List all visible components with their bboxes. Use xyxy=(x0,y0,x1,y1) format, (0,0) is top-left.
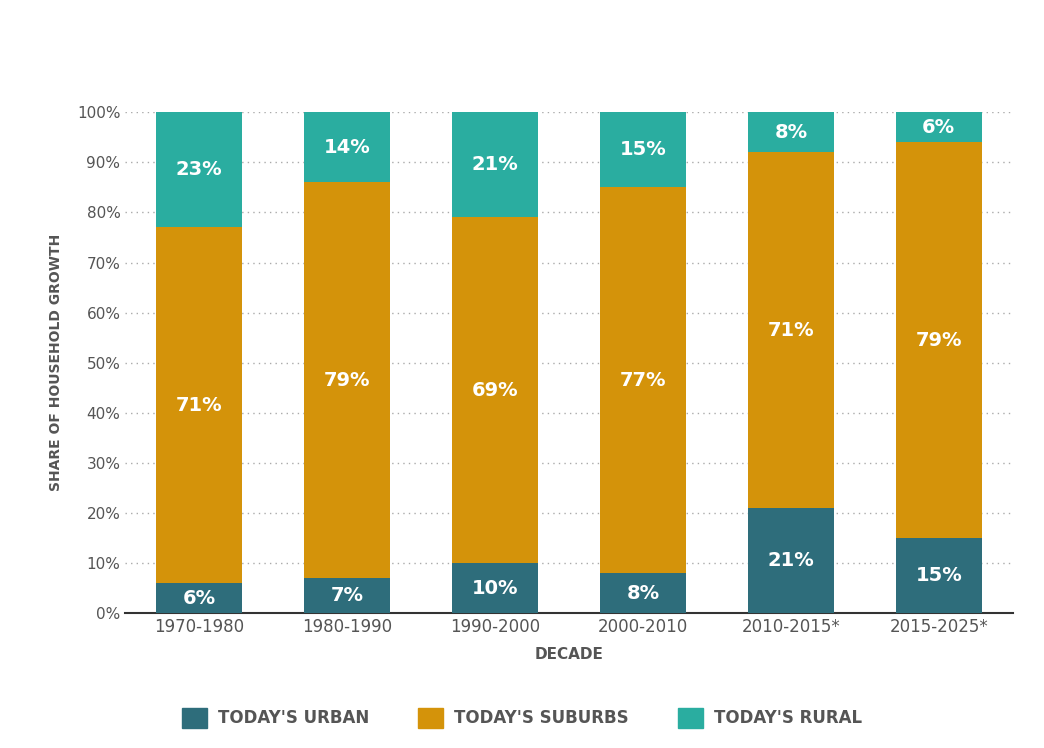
Bar xyxy=(452,112,538,218)
Bar xyxy=(157,583,242,613)
Bar xyxy=(600,573,686,613)
Text: Share of Household Growth by Decade: Share of Household Growth by Decade xyxy=(191,31,853,59)
Text: 71%: 71% xyxy=(176,396,222,415)
Bar xyxy=(896,112,981,142)
Bar xyxy=(896,539,981,613)
Text: 79%: 79% xyxy=(916,331,962,350)
Bar xyxy=(304,183,390,578)
Bar xyxy=(452,218,538,563)
Bar xyxy=(157,112,242,227)
Text: 69%: 69% xyxy=(472,381,518,400)
Text: 71%: 71% xyxy=(767,321,814,340)
Text: 15%: 15% xyxy=(619,141,666,159)
Text: 6%: 6% xyxy=(922,117,955,137)
Text: 79%: 79% xyxy=(324,371,371,390)
Bar xyxy=(748,508,834,613)
Legend: TODAY'S URBAN, TODAY'S SUBURBS, TODAY'S RURAL: TODAY'S URBAN, TODAY'S SUBURBS, TODAY'S … xyxy=(176,703,868,734)
Text: 10%: 10% xyxy=(472,579,518,598)
Text: 6%: 6% xyxy=(183,589,216,608)
Bar xyxy=(304,578,390,613)
Text: 21%: 21% xyxy=(472,156,519,174)
Y-axis label: SHARE OF HOUSEHOLD GROWTH: SHARE OF HOUSEHOLD GROWTH xyxy=(49,234,63,491)
Bar xyxy=(748,153,834,508)
Text: 14%: 14% xyxy=(324,138,371,157)
Text: 8%: 8% xyxy=(775,123,807,142)
Text: 21%: 21% xyxy=(767,551,814,570)
X-axis label: DECADE: DECADE xyxy=(535,647,603,662)
Bar xyxy=(304,112,390,183)
Text: 7%: 7% xyxy=(331,586,363,605)
Bar xyxy=(896,142,981,539)
Text: 15%: 15% xyxy=(916,566,963,585)
Text: 8%: 8% xyxy=(626,583,660,603)
Bar xyxy=(748,112,834,153)
Bar xyxy=(452,563,538,613)
Text: 23%: 23% xyxy=(176,160,222,180)
Bar xyxy=(600,112,686,188)
Bar xyxy=(600,188,686,573)
Bar xyxy=(157,227,242,583)
Text: 77%: 77% xyxy=(620,371,666,390)
